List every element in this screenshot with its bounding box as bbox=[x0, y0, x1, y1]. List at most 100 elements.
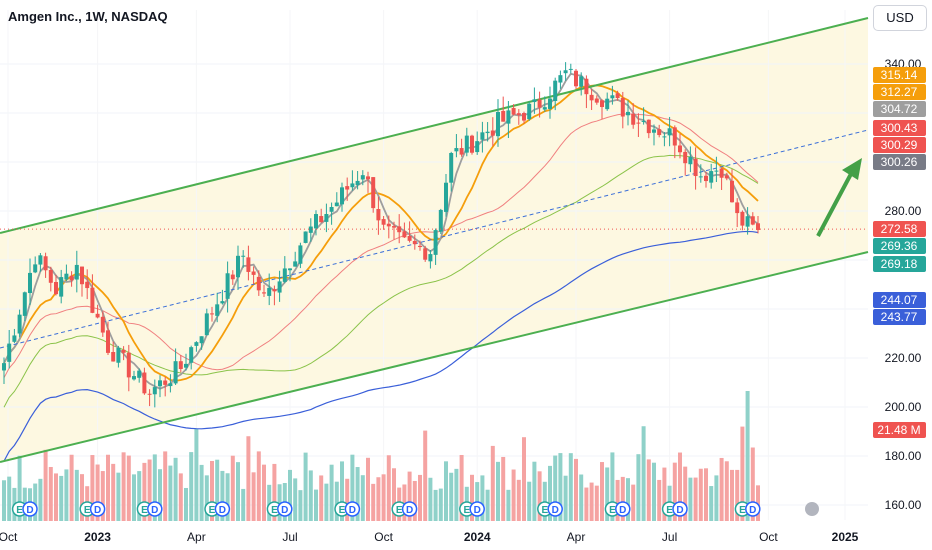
candle-body bbox=[220, 301, 225, 304]
price-label-badge bbox=[873, 154, 926, 170]
candle-body bbox=[537, 99, 542, 108]
candle-body bbox=[225, 273, 230, 299]
dividend-marker: D bbox=[214, 501, 231, 517]
candle-body bbox=[454, 148, 459, 152]
candle-body bbox=[402, 231, 407, 238]
volume-bar bbox=[137, 471, 142, 521]
volume-bar bbox=[714, 475, 719, 521]
candle-body bbox=[381, 219, 386, 225]
candle-body bbox=[548, 98, 552, 109]
price-label-badge bbox=[873, 309, 926, 325]
candle-body bbox=[69, 275, 74, 281]
candle-body bbox=[579, 76, 584, 87]
candle-body bbox=[38, 255, 43, 265]
volume-bar bbox=[236, 462, 240, 521]
dividend-marker: D bbox=[469, 501, 485, 517]
svg-text:E: E bbox=[396, 505, 403, 516]
volume-bar bbox=[106, 454, 110, 521]
candle-body bbox=[584, 78, 589, 95]
svg-text:E: E bbox=[463, 505, 470, 516]
price-label-text: 21.48 M bbox=[877, 423, 920, 437]
price-label-badge bbox=[873, 120, 926, 136]
volume-bar bbox=[496, 461, 500, 521]
volume-bar bbox=[277, 484, 282, 521]
volume-bar bbox=[626, 478, 630, 521]
price-label-badge bbox=[873, 292, 926, 308]
volume-bar bbox=[527, 481, 532, 521]
volume-bar bbox=[407, 471, 412, 521]
candle-body bbox=[116, 347, 121, 363]
volume-bar bbox=[355, 467, 360, 521]
candle-body bbox=[350, 183, 355, 188]
candle-body bbox=[490, 130, 495, 136]
x-tick-label: Oct bbox=[0, 530, 18, 544]
candle-body bbox=[33, 264, 38, 273]
candle-body bbox=[163, 380, 168, 385]
candle-body bbox=[496, 111, 500, 137]
candle-body bbox=[158, 380, 162, 387]
candle-body bbox=[542, 107, 547, 110]
volume-bar bbox=[428, 477, 433, 521]
x-tick-label: Jul bbox=[282, 530, 297, 544]
candle-body bbox=[407, 235, 412, 241]
volume-bar bbox=[558, 453, 563, 521]
candle-body bbox=[230, 274, 235, 280]
currency-button[interactable]: USD bbox=[873, 5, 927, 31]
volume-bar bbox=[423, 430, 428, 521]
volume-bar bbox=[693, 477, 698, 521]
svg-text:D: D bbox=[552, 505, 559, 516]
volume-bar bbox=[610, 452, 615, 521]
volume-bar bbox=[750, 447, 755, 521]
candle-body bbox=[54, 282, 58, 295]
candle-body bbox=[210, 313, 214, 315]
volume-bar bbox=[334, 481, 339, 521]
volume-bar bbox=[126, 455, 131, 521]
candle-body bbox=[85, 281, 90, 289]
candle-body bbox=[371, 177, 376, 209]
candle-body bbox=[652, 129, 656, 133]
volume-bar bbox=[329, 464, 334, 521]
volume-bar bbox=[688, 477, 693, 521]
candle-body bbox=[43, 256, 48, 271]
volume-bar bbox=[719, 457, 724, 521]
candle-body bbox=[522, 113, 526, 121]
candle-body bbox=[709, 171, 714, 183]
candle-body bbox=[80, 266, 84, 285]
volume-bar bbox=[308, 470, 313, 521]
candle-body bbox=[678, 145, 682, 153]
x-tick-label: 2023 bbox=[84, 530, 111, 544]
candle-body bbox=[194, 342, 199, 346]
x-tick-label: Oct bbox=[374, 530, 393, 544]
price-label-text: 272.58 bbox=[881, 222, 918, 236]
candle-body bbox=[412, 240, 417, 245]
volume-bar bbox=[132, 474, 136, 521]
volume-bar bbox=[194, 428, 199, 521]
candle-body bbox=[459, 148, 464, 155]
volume-bar bbox=[454, 468, 459, 521]
candle-body bbox=[277, 281, 282, 293]
volume-bar bbox=[704, 468, 708, 521]
volume-bar bbox=[59, 475, 64, 521]
candle-body bbox=[2, 363, 6, 371]
candle-body bbox=[241, 255, 246, 257]
candle-body bbox=[319, 216, 324, 223]
volume-bar bbox=[345, 478, 350, 521]
candle-body bbox=[688, 156, 693, 165]
y-tick-label: 160.00 bbox=[885, 498, 922, 512]
volume-bar bbox=[314, 489, 318, 521]
volume-bar bbox=[532, 461, 537, 521]
volume-bar bbox=[605, 467, 610, 521]
candle-body bbox=[204, 313, 209, 336]
candle-body bbox=[355, 180, 360, 186]
volume-bar bbox=[168, 465, 173, 521]
price-label-badge bbox=[873, 422, 926, 438]
candle-body bbox=[464, 135, 469, 153]
volume-bar bbox=[298, 490, 303, 521]
y-tick-label: 180.00 bbox=[885, 449, 922, 463]
candle-body bbox=[433, 230, 438, 255]
candle-body bbox=[719, 168, 724, 178]
candle-body bbox=[293, 261, 298, 267]
candle-body bbox=[532, 99, 537, 103]
